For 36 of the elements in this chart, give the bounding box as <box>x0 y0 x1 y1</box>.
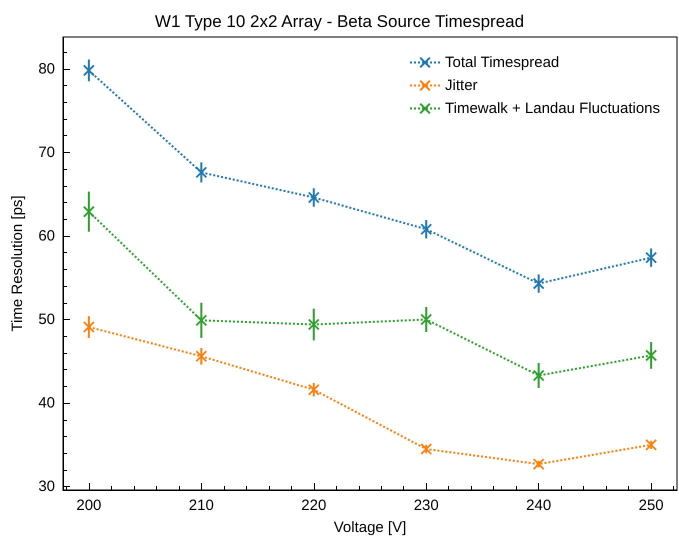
point <box>532 370 545 382</box>
x-tick-label: 200 <box>76 497 102 514</box>
point <box>420 223 432 236</box>
point <box>645 438 658 451</box>
point <box>195 350 208 362</box>
point <box>308 318 320 330</box>
x-tick-label: 210 <box>188 497 214 514</box>
chart-title: W1 Type 10 2x2 Array - Beta Source Timespread <box>154 12 524 31</box>
x-tick-label: 250 <box>638 497 664 514</box>
x-tick-label: 240 <box>526 497 552 514</box>
legend-label: Timewalk + Landau Fluctuations <box>445 100 660 117</box>
x-axis-title: Voltage [V] <box>334 519 406 536</box>
y-tick-label: 30 <box>38 478 55 496</box>
y-axis-title: Time Resolution [ps] <box>9 195 26 332</box>
point <box>420 314 432 326</box>
point <box>82 321 95 333</box>
y-tick-label: 80 <box>38 60 55 78</box>
point <box>82 206 95 218</box>
y-tick-label: 50 <box>38 311 55 328</box>
legend-label: Jitter <box>445 77 478 94</box>
point <box>195 166 208 178</box>
point <box>82 64 95 76</box>
point <box>532 278 545 290</box>
point <box>308 192 320 204</box>
point <box>645 350 658 362</box>
x-tick-label: 220 <box>301 497 326 514</box>
point <box>532 458 545 470</box>
y-tick-label: 60 <box>38 227 55 244</box>
x-tick-label: 230 <box>414 497 439 514</box>
point <box>195 314 208 326</box>
point <box>645 252 658 264</box>
point <box>420 443 432 455</box>
y-tick-label: 40 <box>38 394 55 412</box>
legend-label: Total Timespread <box>445 54 560 71</box>
y-tick-label: 70 <box>38 144 55 161</box>
point <box>308 384 320 396</box>
